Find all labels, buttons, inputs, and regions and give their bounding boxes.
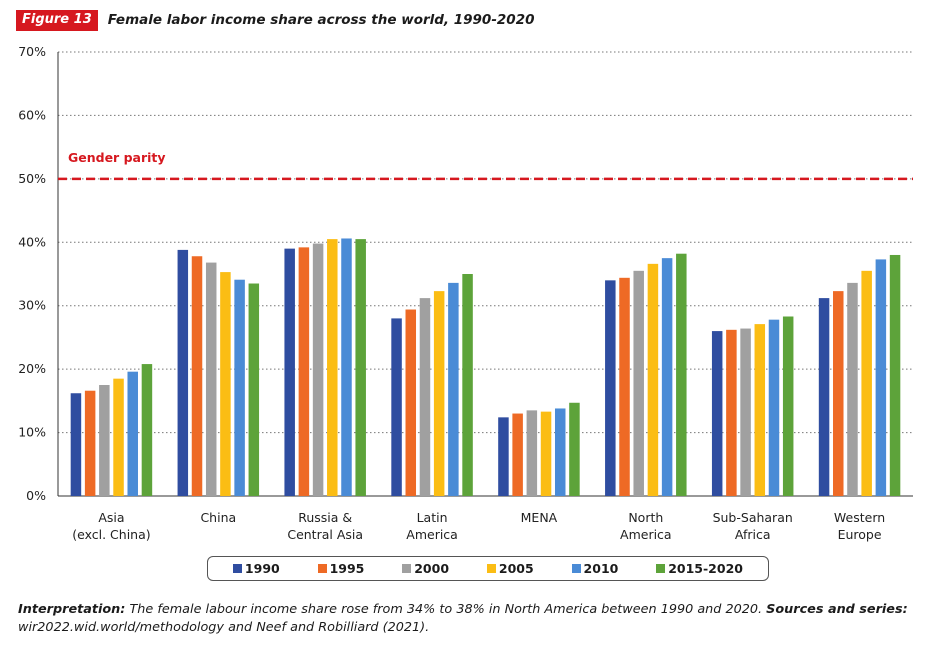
bar (740, 328, 751, 496)
bar (540, 411, 552, 496)
x-tick-label: America (620, 527, 672, 542)
sources-text: wir2022.wid.world/methodology and Neef a… (18, 620, 430, 635)
sources-label: Sources and series: (766, 602, 908, 617)
x-tick-label: MENA (521, 510, 558, 525)
legend-item: 2000 (402, 561, 449, 576)
bar (84, 390, 96, 496)
y-tick-label: 70% (18, 44, 46, 59)
bar (833, 291, 844, 496)
legend-label: 1995 (329, 561, 365, 576)
bar (298, 247, 310, 496)
bar (177, 249, 189, 496)
x-tick-label: Europe (838, 527, 882, 542)
x-tick-label: Africa (735, 527, 771, 542)
x-tick-label: Latin (417, 510, 448, 525)
legend-label: 1990 (244, 561, 280, 576)
legend-swatch (486, 564, 496, 573)
legend-label: 2000 (414, 561, 450, 576)
interpretation-note: Interpretation: The female labour income… (18, 601, 930, 637)
interpretation-text: The female labour income share rose from… (125, 602, 767, 617)
bar (754, 324, 766, 496)
bar-chart: 0% 10% 20% 30% 40% 50% 60% 70% Asia (excl. China)… (18, 44, 913, 542)
y-tick-label: 10% (18, 425, 46, 440)
y-tick-label: 30% (18, 298, 46, 313)
interpretation-label: Interpretation: (18, 602, 126, 617)
chart-legend: 1990 1995 2000 2005 2010 2015-2020 (207, 556, 769, 581)
bar (391, 318, 402, 496)
x-tick-label: North (628, 510, 663, 525)
legend-item: 2005 (486, 561, 534, 576)
figure-header: Figure 13 Female labor income share acro… (16, 9, 535, 31)
bar (605, 280, 616, 496)
bar (661, 258, 673, 496)
bar (462, 274, 473, 496)
bar (768, 319, 780, 496)
bar (405, 309, 417, 496)
bar (847, 282, 858, 496)
legend-swatch (402, 564, 412, 573)
bar (554, 408, 566, 496)
figure-number-badge: Figure 13 (16, 9, 98, 31)
legend-item: 1990 (232, 561, 280, 576)
bar (526, 410, 538, 496)
legend-item: 1995 (317, 561, 365, 576)
x-tick-label: (excl. China) (72, 527, 150, 542)
bar (220, 272, 231, 496)
bar (782, 316, 794, 496)
bar (433, 291, 445, 496)
x-tick-label: Western (834, 510, 885, 525)
bar (205, 262, 217, 496)
bar (127, 371, 138, 496)
x-tick-label: Asia (98, 510, 124, 525)
legend-label: 2005 (498, 561, 534, 576)
legend-label: 2010 (583, 561, 619, 576)
bar (569, 402, 580, 496)
x-tick-label: Russia & (298, 510, 352, 525)
y-tick-label: 20% (18, 361, 46, 376)
bar (312, 243, 324, 496)
bar (861, 270, 872, 496)
bar (141, 364, 153, 496)
bar (284, 248, 295, 496)
bar (341, 238, 352, 497)
gender-parity-label: Gender parity (68, 150, 166, 165)
bar (355, 239, 366, 496)
legend-label: 2015-2020 (668, 561, 743, 576)
bar (875, 259, 887, 496)
x-tick-label: Sub-Saharan (713, 510, 793, 525)
bar (191, 256, 203, 496)
bar (448, 282, 459, 496)
bar (419, 298, 431, 496)
figure-title: Female labor income share across the wor… (107, 12, 535, 28)
bar (889, 254, 901, 496)
y-tick-label: 50% (18, 171, 46, 186)
bar (234, 279, 245, 496)
y-tick-label: 60% (18, 107, 46, 122)
legend-swatch (232, 564, 242, 573)
legend-item: 2010 (571, 561, 619, 576)
legend-swatch (571, 564, 581, 573)
bar (248, 283, 260, 496)
bar (619, 277, 630, 496)
bar (818, 298, 830, 496)
bar (647, 263, 659, 496)
y-tick-label: 0% (26, 488, 46, 503)
bar (711, 331, 723, 496)
x-tick-label: China (200, 510, 236, 525)
x-tick-label: Central Asia (287, 527, 363, 542)
legend-swatch (656, 564, 666, 573)
bar (633, 270, 644, 496)
bar (113, 378, 124, 496)
bar (327, 239, 338, 496)
x-tick-label: America (406, 527, 458, 542)
bar (726, 329, 737, 496)
bar (99, 385, 110, 496)
legend-swatch (317, 564, 327, 573)
bar (70, 393, 82, 496)
bar (498, 417, 509, 496)
legend-item: 2015-2020 (656, 561, 743, 576)
bar (512, 413, 523, 496)
bar (676, 253, 687, 496)
y-tick-label: 40% (18, 234, 46, 249)
